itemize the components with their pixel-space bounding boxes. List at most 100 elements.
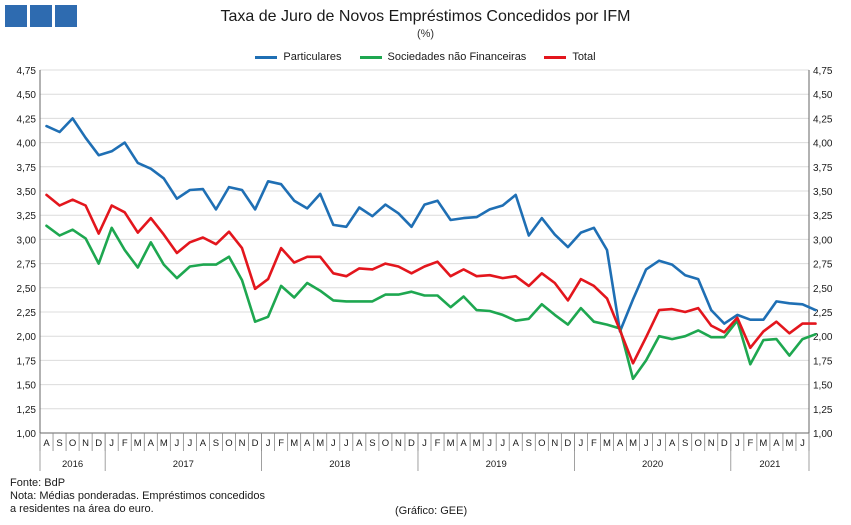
x-month-label: A <box>513 438 520 449</box>
legend-swatch-total <box>544 55 567 59</box>
y-tick-label-right: 3,50 <box>813 187 833 198</box>
x-month-label: M <box>160 438 168 449</box>
y-tick-label-left: 2,50 <box>17 284 37 295</box>
x-month-label: J <box>657 438 662 449</box>
x-month-label: M <box>473 438 481 449</box>
y-tick-label-right: 3,75 <box>813 163 833 174</box>
y-tick-label-left: 3,25 <box>17 211 37 222</box>
x-month-label: J <box>422 438 427 449</box>
x-month-label: A <box>773 438 780 449</box>
x-month-label: J <box>109 438 114 449</box>
y-tick-label-right: 1,00 <box>813 429 833 440</box>
x-month-label: J <box>487 438 492 449</box>
legend-item-total: Total <box>544 51 596 63</box>
x-year-label: 2020 <box>642 459 663 470</box>
x-year-label: 2021 <box>759 459 780 470</box>
x-month-label: A <box>460 438 467 449</box>
x-month-label: J <box>331 438 336 449</box>
y-tick-label-left: 3,00 <box>17 235 37 246</box>
x-month-label: J <box>800 438 805 449</box>
legend-label-particulares: Particulares <box>283 51 342 63</box>
x-month-label: A <box>356 438 363 449</box>
series-line-particulares <box>45 117 817 333</box>
x-month-label: O <box>225 438 232 449</box>
x-month-label: S <box>56 438 62 449</box>
y-tick-label-left: 2,00 <box>17 332 37 343</box>
x-month-label: J <box>266 438 271 449</box>
x-month-label: F <box>278 438 284 449</box>
y-tick-label-right: 2,75 <box>813 260 833 271</box>
y-tick-label-right: 4,50 <box>813 90 833 101</box>
gee-logo <box>5 5 77 27</box>
y-tick-label-left: 2,75 <box>17 260 37 271</box>
x-month-label: N <box>395 438 402 449</box>
y-tick-label-left: 1,25 <box>17 405 37 416</box>
y-tick-label-right: 1,50 <box>813 381 833 392</box>
x-month-label: J <box>644 438 649 449</box>
chart-subtitle: (%) <box>416 28 435 40</box>
y-tick-label-right: 1,25 <box>813 405 833 416</box>
x-month-label: M <box>134 438 142 449</box>
x-month-label: N <box>708 438 715 449</box>
x-month-label: S <box>682 438 688 449</box>
x-month-label: N <box>82 438 89 449</box>
x-month-label: M <box>629 438 637 449</box>
x-month-label: S <box>369 438 375 449</box>
logo-block-2 <box>30 5 52 27</box>
x-month-label: J <box>735 438 740 449</box>
x-month-label: A <box>617 438 624 449</box>
legend-item-sociedades: Sociedades não Financeiras <box>359 51 527 63</box>
logo-block-1 <box>5 5 27 27</box>
y-tick-label-left: 1,00 <box>17 429 37 440</box>
x-month-label: O <box>538 438 545 449</box>
x-month-label: J <box>174 438 179 449</box>
y-tick-label-left: 1,75 <box>17 356 37 367</box>
x-year-label: 2019 <box>486 459 507 470</box>
x-month-label: S <box>526 438 532 449</box>
x-month-label: J <box>188 438 193 449</box>
y-tick-label-right: 2,50 <box>813 284 833 295</box>
series-line-sociedades <box>45 224 817 381</box>
x-month-label: D <box>95 438 102 449</box>
y-tick-label-right: 2,25 <box>813 308 833 319</box>
x-month-label: D <box>408 438 415 449</box>
x-month-label: A <box>43 438 50 449</box>
legend-label-sociedades: Sociedades não Financeiras <box>387 51 527 63</box>
x-month-label: O <box>69 438 76 449</box>
x-month-label: M <box>759 438 767 449</box>
y-tick-label-right: 4,75 <box>813 66 833 77</box>
y-tick-label-left: 4,50 <box>17 90 37 101</box>
x-month-label: O <box>695 438 702 449</box>
x-year-label: 2017 <box>173 459 194 470</box>
x-month-label: M <box>316 438 324 449</box>
chart-title: Taxa de Juro de Novos Empréstimos Conced… <box>220 8 631 25</box>
x-month-label: N <box>239 438 246 449</box>
y-tick-label-right: 2,00 <box>813 332 833 343</box>
footer-note-line2: a residentes na área do euro. <box>10 503 154 515</box>
logo-block-3 <box>55 5 77 27</box>
legend-item-particulares: Particulares <box>255 51 342 63</box>
x-month-label: D <box>564 438 571 449</box>
x-month-label: M <box>785 438 793 449</box>
legend-swatch-particulares <box>255 55 278 59</box>
x-month-label: A <box>148 438 155 449</box>
x-month-label: A <box>304 438 311 449</box>
footer-source: Fonte: BdP <box>10 477 66 489</box>
series-line-total <box>45 193 817 365</box>
x-month-label: N <box>551 438 558 449</box>
x-month-label: M <box>603 438 611 449</box>
y-tick-label-right: 4,00 <box>813 139 833 150</box>
y-tick-label-left: 3,75 <box>17 163 37 174</box>
x-month-label: J <box>344 438 349 449</box>
legend-label-total: Total <box>572 51 596 63</box>
y-tick-label-left: 1,50 <box>17 381 37 392</box>
footer-note-line1: Nota: Médias ponderadas. Empréstimos con… <box>10 490 265 502</box>
x-month-label: M <box>447 438 455 449</box>
y-tick-label-left: 4,75 <box>17 66 37 77</box>
chart-legend: Particulares Sociedades não Financeiras … <box>0 51 851 63</box>
y-tick-label-right: 3,00 <box>813 235 833 246</box>
y-tick-label-left: 3,50 <box>17 187 37 198</box>
y-tick-label-left: 2,25 <box>17 308 37 319</box>
legend-swatch-sociedades <box>359 55 382 59</box>
